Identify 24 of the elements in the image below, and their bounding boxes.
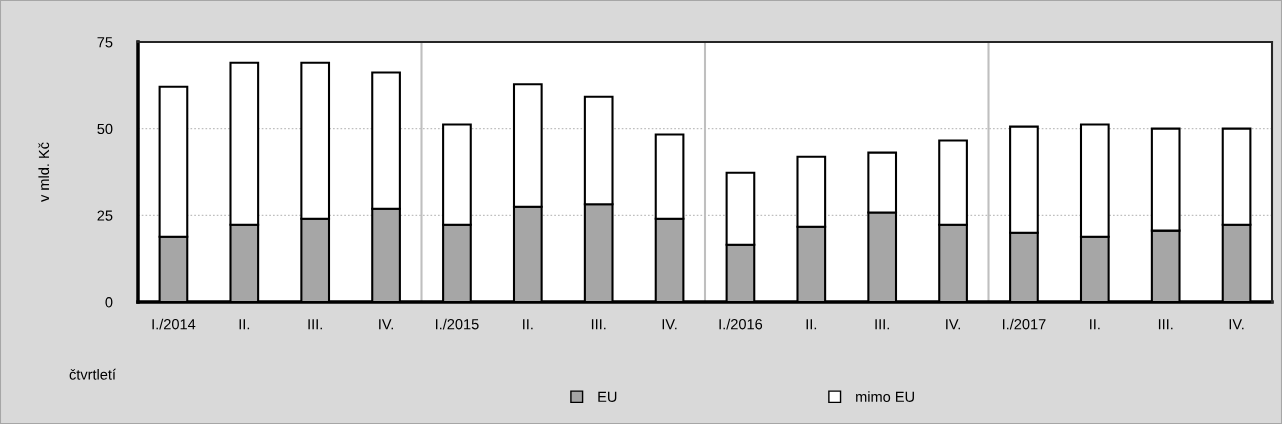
x-tick-label: II. [523, 319, 533, 330]
x-tick-label: I./2016 [719, 318, 763, 330]
x-tick-label: III. [1158, 319, 1173, 330]
y-tick-label: 25 [97, 210, 113, 221]
x-tick-label: III. [875, 319, 889, 330]
y-axis-title: v mld. Kč [38, 142, 50, 202]
x-tick-label: I./2015 [435, 318, 479, 330]
y-tick-label: 0 [105, 297, 113, 308]
y-tick-label: 75 [97, 37, 113, 48]
x-tick-label: IV. [379, 319, 393, 330]
x-tick-label: II. [1090, 319, 1100, 330]
x-tick-label: IV. [662, 319, 677, 330]
y-tick-label: 50 [97, 123, 113, 135]
x-tick-label: IV. [1229, 319, 1244, 330]
x-tick-label: I./2014 [152, 318, 196, 330]
x-tick-label: I./2017 [1002, 318, 1046, 330]
x-tick-label: III. [591, 319, 606, 330]
legend-label: mimo EU [856, 391, 914, 402]
x-axis-title: čtvrtletí [69, 368, 116, 380]
x-tick-label: II. [806, 319, 817, 330]
legend-label: EU [598, 391, 617, 402]
x-tick-label: IV. [946, 319, 960, 330]
x-tick-label: III. [308, 319, 322, 330]
x-tick-label: II. [239, 319, 250, 330]
